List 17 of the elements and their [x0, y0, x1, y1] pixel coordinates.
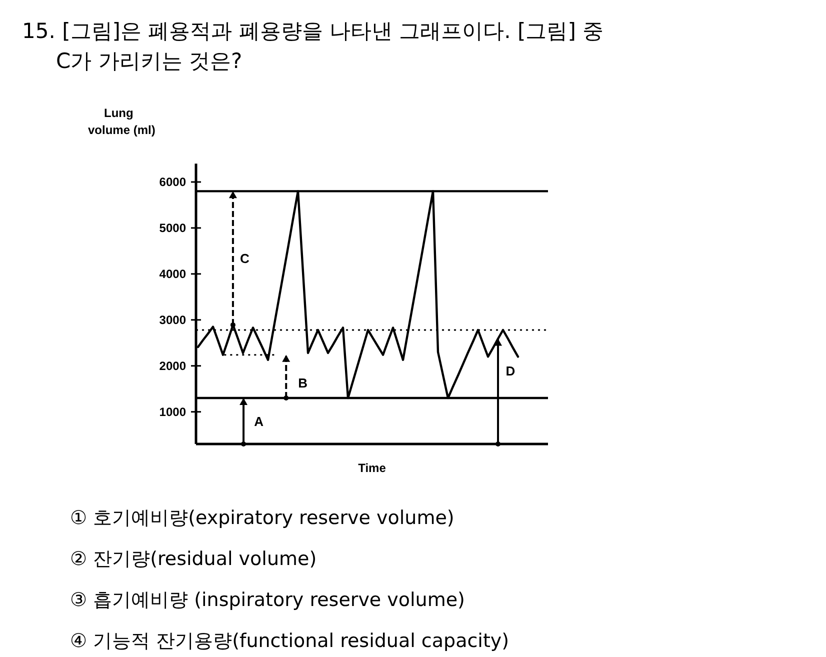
annotation: B — [298, 375, 308, 390]
text: ① 호기예비량(expiratory reserve volume) — [70, 507, 454, 529]
annotation: C — [240, 251, 250, 266]
annotation: A — [254, 414, 264, 430]
x-axis-title: Time — [358, 461, 386, 475]
y-tick-label: 4000 — [159, 266, 186, 281]
annotation: D — [506, 363, 516, 378]
y-tick-label: 2000 — [159, 358, 186, 373]
chart-title: 15. [그림]은 폐용적과 폐용량을 나타낸 그래프이다. [그림] 중 C가 가리키는 것은? — [22, 19, 604, 73]
y-tick-label: 1000 — [159, 404, 186, 419]
text: ④ 기능적 잔기용량(functional residual capacity) — [70, 630, 510, 652]
text: ③ 흡기예비량 (inspiratory reserve volume) — [70, 589, 465, 611]
y-tick-label: 6000 — [159, 174, 186, 189]
y-tick-label: 3000 — [159, 312, 186, 327]
text: ② 잔기량(residual volume) — [70, 548, 317, 570]
y-tick-label: 5000 — [159, 220, 186, 235]
y-axis-title: Lung volume (ml) — [88, 106, 156, 137]
